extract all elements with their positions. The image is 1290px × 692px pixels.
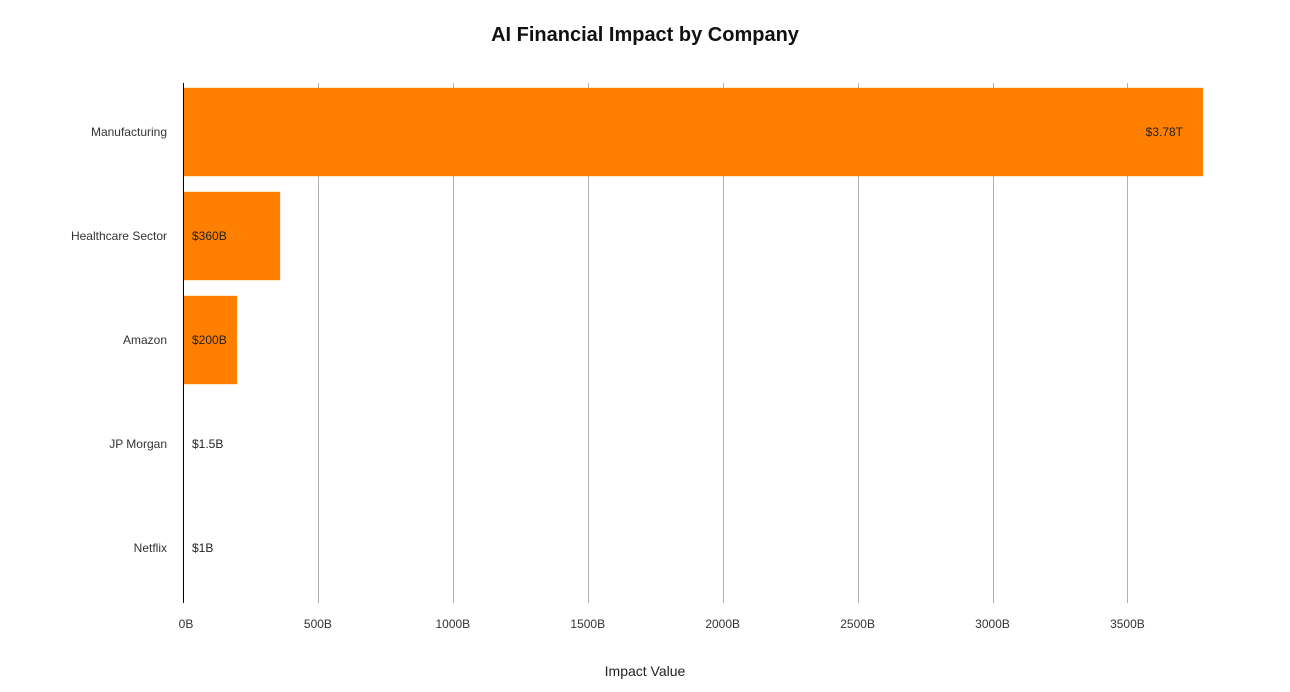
data-label: $1B xyxy=(192,541,213,555)
chart-title: AI Financial Impact by Company xyxy=(491,24,799,46)
bar xyxy=(183,191,281,281)
data-label: $3.78T xyxy=(1146,125,1184,139)
x-tick-label: 1000B xyxy=(435,617,470,631)
data-label: $360B xyxy=(192,229,227,243)
x-axis-label: Impact Value xyxy=(604,663,686,679)
x-tick-label: 500B xyxy=(304,617,332,631)
labels: 0B 500B 1000B 1500B 2000B 2500B 3000B 3500B Manu… xyxy=(71,125,1184,631)
data-label: $200B xyxy=(192,333,227,347)
category-label: JP Morgan xyxy=(109,437,167,451)
bar xyxy=(183,295,237,385)
x-tick-label: 3500B xyxy=(1110,617,1145,631)
category-label: Manufacturing xyxy=(91,125,167,139)
gridlines xyxy=(318,83,1128,603)
category-label: Healthcare Sector xyxy=(71,229,167,243)
x-tick-label: 3000B xyxy=(975,617,1010,631)
data-label: $1.5B xyxy=(192,437,223,451)
x-tick-label: 2500B xyxy=(840,617,875,631)
x-tick-label: 2000B xyxy=(705,617,740,631)
bar xyxy=(183,87,1203,177)
category-label: Netflix xyxy=(134,541,167,555)
bars xyxy=(183,87,1203,593)
x-tick-label: 0B xyxy=(179,617,194,631)
category-label: Amazon xyxy=(123,333,167,347)
x-tick-label: 1500B xyxy=(570,617,605,631)
